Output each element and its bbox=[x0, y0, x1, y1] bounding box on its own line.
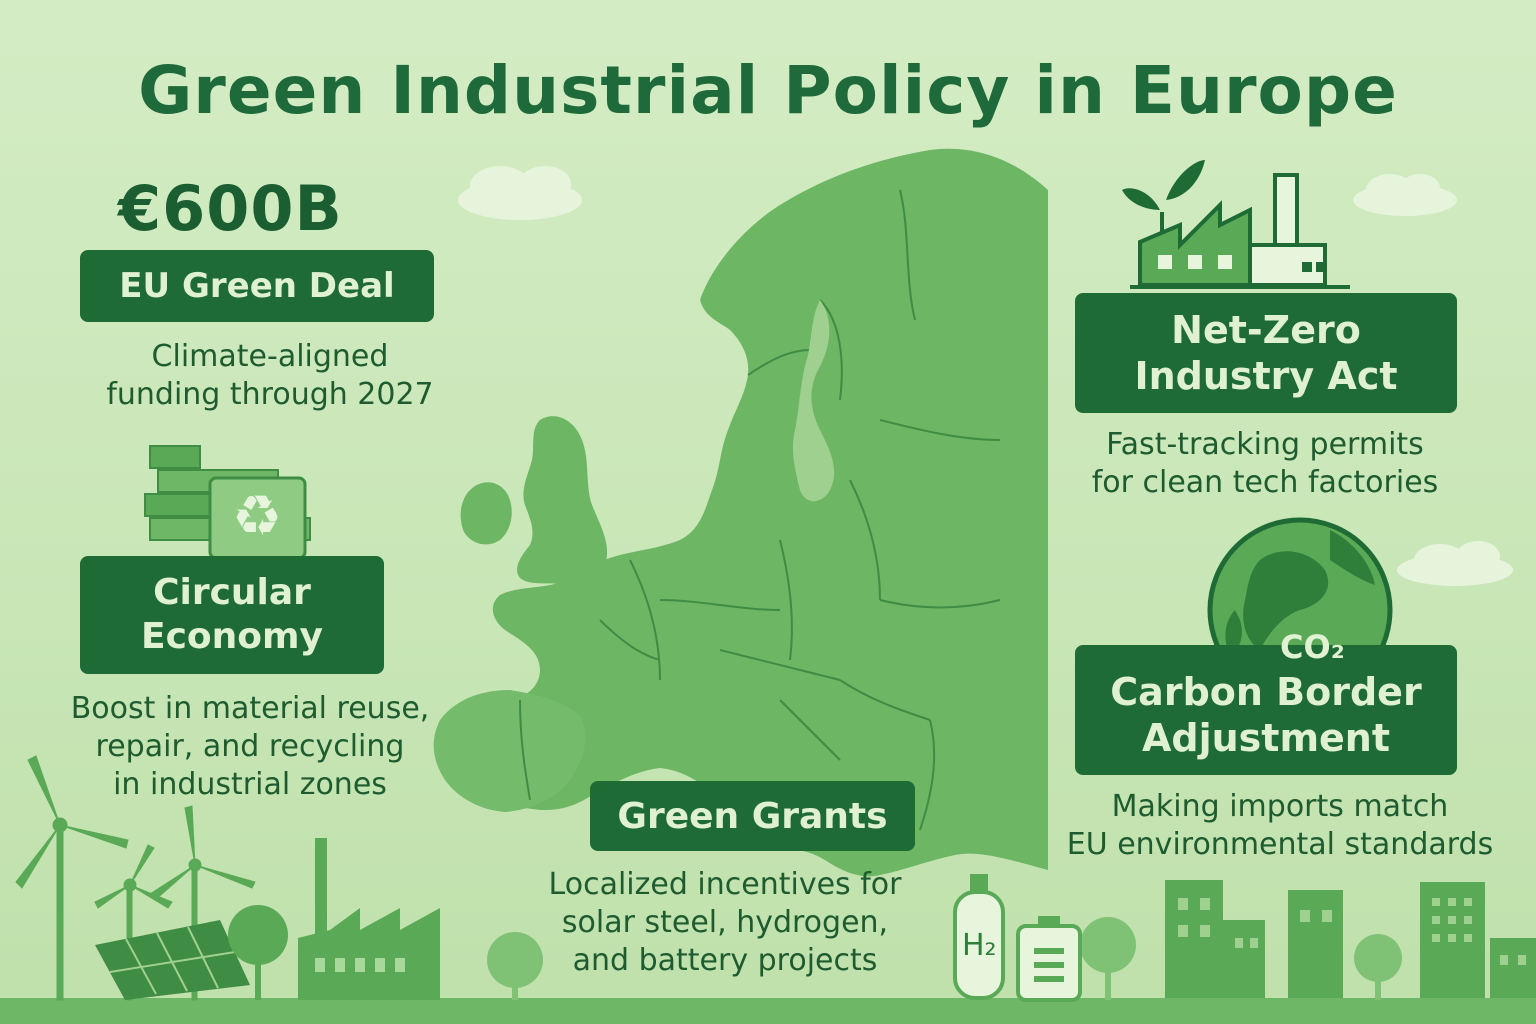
tree-icon bbox=[487, 932, 543, 1000]
carbon-border-description: Making imports match EU environmental st… bbox=[1050, 788, 1510, 864]
net-zero-description: Fast-tracking permits for clean tech fac… bbox=[1050, 426, 1480, 502]
green-grants-label-text: Green Grants bbox=[617, 795, 888, 837]
green-deal-label: EU Green Deal bbox=[80, 250, 434, 322]
country-borders bbox=[519, 189, 1001, 831]
description-line: EU environmental standards bbox=[1066, 827, 1494, 862]
factory-icon bbox=[298, 838, 440, 1000]
tree-icon bbox=[228, 905, 288, 1000]
recycle-icon: ♻ bbox=[232, 484, 282, 549]
hydrogen-label: H₂ bbox=[962, 928, 997, 963]
green-grants-label: Green Grants bbox=[590, 781, 915, 851]
carbon-border-label-line: Adjustment bbox=[1141, 716, 1391, 760]
cloud-icon bbox=[1397, 541, 1513, 586]
hydrogen-tank-icon bbox=[953, 874, 1005, 1000]
description-line: solar steel, hydrogen, bbox=[561, 905, 889, 940]
great-britain-shape bbox=[517, 416, 608, 585]
europe-map bbox=[433, 148, 1048, 877]
co2-icon-text: CO₂ bbox=[1280, 628, 1345, 666]
green-grants-description: Localized incentives for solar steel, hy… bbox=[520, 866, 930, 980]
cloud-icon bbox=[458, 166, 582, 220]
description-line: funding through 2027 bbox=[106, 377, 434, 412]
description-line: Boost in material reuse, bbox=[70, 691, 430, 726]
circular-economy-description: Boost in material reuse, repair, and rec… bbox=[40, 690, 460, 804]
page-title: Green Industrial Policy in Europe bbox=[138, 52, 1398, 129]
net-zero-label-line: Net-Zero bbox=[1171, 308, 1361, 352]
description-line: for clean tech factories bbox=[1091, 465, 1439, 500]
description-line: Climate-aligned bbox=[151, 339, 389, 374]
wind-turbine-icon bbox=[15, 755, 129, 1001]
baltic-sea bbox=[792, 300, 835, 502]
circular-economy-label: Circular Economy bbox=[80, 556, 384, 674]
ireland-shape bbox=[460, 482, 512, 545]
cloud-icon bbox=[1353, 174, 1457, 216]
tree-icon bbox=[1354, 934, 1402, 1000]
circular-economy-label-line: Economy bbox=[140, 616, 323, 657]
clean-factory-icon bbox=[1122, 160, 1350, 289]
recycling-materials-icon: ♻ bbox=[144, 445, 311, 560]
green-deal-description: Climate-aligned funding through 2027 bbox=[60, 338, 480, 414]
net-zero-label-line: Industry Act bbox=[1134, 354, 1398, 398]
description-line: and battery projects bbox=[572, 943, 878, 978]
description-line: in industrial zones bbox=[113, 767, 387, 802]
circular-economy-label-line: Circular bbox=[153, 572, 311, 613]
battery-icon bbox=[1016, 916, 1082, 1002]
funding-amount: €600B bbox=[118, 172, 343, 245]
net-zero-act-label: Net-Zero Industry Act bbox=[1075, 293, 1457, 413]
europe-mainland-shape bbox=[458, 148, 1048, 877]
iberia-shape bbox=[433, 690, 586, 812]
tree-icon bbox=[1080, 917, 1136, 1000]
carbon-border-label-line: Carbon Border bbox=[1110, 670, 1422, 714]
description-line: Fast-tracking permits bbox=[1106, 427, 1424, 462]
city-buildings-icon bbox=[1165, 880, 1536, 998]
ground-strip bbox=[0, 998, 1536, 1024]
carbon-border-label: Carbon Border Adjustment bbox=[1075, 645, 1457, 775]
description-line: Making imports match bbox=[1111, 789, 1449, 824]
description-line: Localized incentives for bbox=[548, 867, 902, 902]
green-deal-label-text: EU Green Deal bbox=[119, 266, 395, 306]
solar-panel-icon bbox=[95, 920, 250, 1000]
description-line: repair, and recycling bbox=[95, 729, 405, 764]
